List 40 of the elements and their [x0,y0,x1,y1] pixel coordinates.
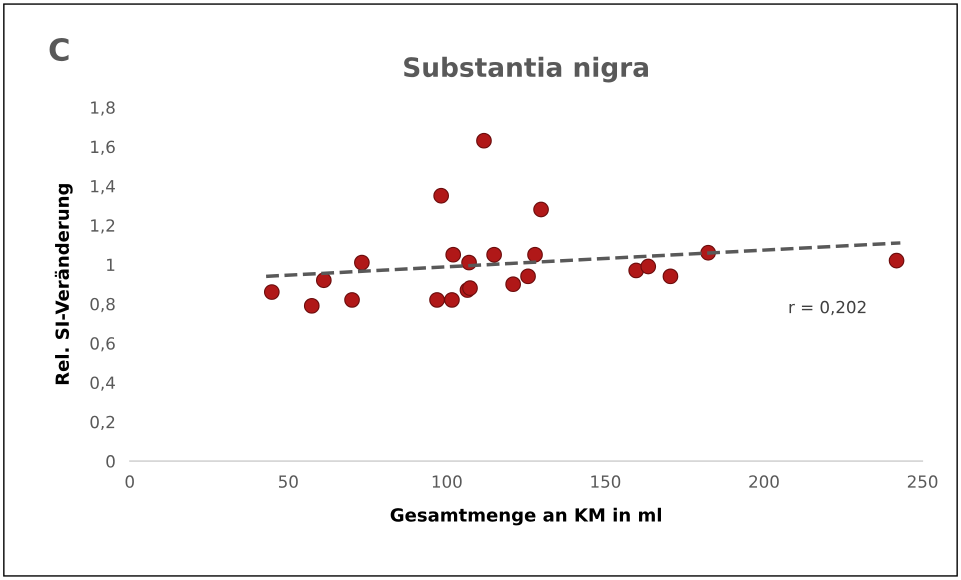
x-tick-label: 200 [749,475,779,488]
y-tick-label: 0,8 [90,298,115,312]
x-tick-label: 50 [278,475,298,488]
y-tick-label: 1,8 [91,101,115,116]
point [520,268,536,284]
point [444,292,460,308]
y-tick-label: 0,4 [90,376,115,391]
x-tick-label: 250 [908,475,938,488]
point [304,298,320,314]
point [533,202,549,218]
text: C [50,38,69,62]
point [628,262,644,278]
point [445,246,462,263]
chart-title: Substantia nigra [404,56,648,82]
point [316,272,332,288]
x-axis-title: Gesamtmenge an KM in ml [390,508,661,526]
y-tick-label: 0 [106,455,115,468]
y-tick-label: 0,2 [90,416,114,430]
point [662,268,678,284]
point [264,284,280,300]
point [344,292,360,308]
point [433,188,449,204]
x-tick-label: 150 [591,475,620,488]
y-tick-label: 1 [107,258,114,271]
y-tick-label: 1,6 [91,140,115,155]
point [888,252,904,268]
point [640,258,656,274]
y-tick-label: 0,6 [90,337,115,352]
y-axis-title: Rel. SI-Veränderung [54,184,73,384]
point [429,292,445,308]
y-tick-label: 1,2 [91,219,114,234]
point [476,132,492,149]
point [486,246,502,263]
x-tick-label: 100 [432,475,462,488]
annotation: r = 0,202 [790,300,866,316]
point [505,276,521,292]
point [527,246,543,263]
x-tick-label: 0 [126,475,134,488]
point [354,254,370,270]
y-tick-label: 1,4 [91,180,115,194]
